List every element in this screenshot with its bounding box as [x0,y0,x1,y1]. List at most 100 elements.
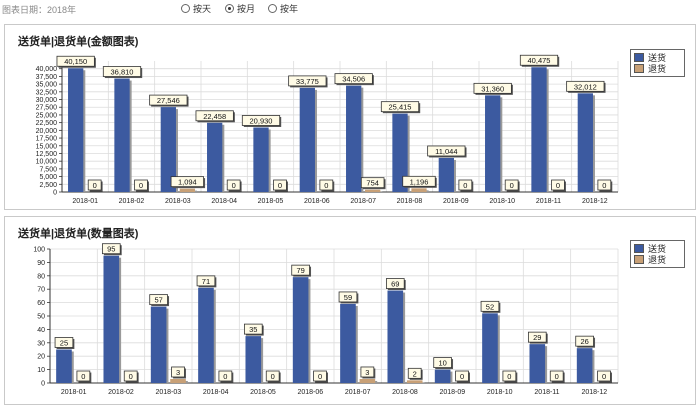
value-label-box [407,367,422,379]
x-tick-label: 2018-05 [250,389,276,396]
value-label-box [551,179,565,191]
value-label-box [87,179,102,191]
radio-dot[interactable] [225,4,234,13]
value-label: 0 [139,181,143,190]
value-label-box [123,370,138,382]
value-label-box [134,179,148,191]
value-label: 33,775 [296,77,319,86]
amount-chart: 02,5005,0007,50010,00012,50015,00017,500… [36,54,619,205]
value-label: 25 [60,339,68,348]
value-label: 0 [324,181,328,190]
y-tick-label: 0 [41,381,45,388]
y-tick-label: 40,000 [36,66,58,73]
value-label-box [433,357,452,369]
value-label-box [149,94,188,106]
x-tick-label: 2018-03 [155,389,181,396]
value-label: 0 [460,372,464,381]
value-label-box [149,294,168,306]
value-label: 0 [278,181,282,190]
value-label-box [170,176,204,188]
bar-send [207,122,223,192]
chart-title: 送货单|退货单(数量图表) [18,228,139,240]
value-label: 57 [154,296,162,305]
value-label: 35 [249,325,257,334]
value-label-box [566,80,605,92]
y-tick-label: 40 [37,327,45,334]
y-tick-label: 30 [37,340,45,347]
value-label: 40,475 [528,56,551,65]
radio-label: 按天 [193,4,212,14]
value-label: 34,506 [342,75,365,84]
x-tick-label: 2018-11 [534,389,559,396]
value-label-box [502,370,517,382]
x-tick-label: 2018-09 [439,389,465,396]
radio-dot[interactable] [268,4,277,13]
legend-label: 退货 [648,255,667,265]
filter-bar: 图表日期：2018年 按天 按月 按年 [0,0,700,18]
bar-send [340,303,356,383]
value-label: 0 [602,181,606,190]
value-label: 79 [296,266,304,275]
y-tick-label: 20 [37,354,45,361]
radio-by-year[interactable]: 按年 [268,2,298,15]
x-tick-label: 2018-10 [489,198,515,205]
value-label-box [54,337,74,348]
chart-date-label: 图表日期：2018年 [2,5,77,15]
value-label: 0 [223,372,227,381]
value-label: 1,196 [410,177,429,186]
bar-send [103,255,120,383]
value-label-box [196,275,216,287]
bar-send [68,68,84,192]
legend-item-return: 退货 [634,254,681,265]
x-tick-label: 2018-01 [72,198,98,205]
x-tick-label: 2018-05 [258,198,284,205]
x-tick-label: 2018-04 [211,198,237,205]
value-label: 22,458 [203,112,226,121]
value-label-box [171,366,185,378]
value-label: 25,415 [389,103,412,112]
value-label: 69 [391,280,399,289]
value-label-box [273,179,287,191]
y-tick-label: 10,000 [36,159,58,166]
bar-send [482,313,498,383]
bar-send [392,113,408,192]
value-label: 0 [602,372,606,381]
radio-by-day[interactable]: 按天 [181,2,211,15]
value-label: 71 [202,277,210,286]
chart-title: 送货单|退货单(金额图表) [18,36,139,48]
bar-return [411,188,427,192]
value-label-box [101,243,121,255]
legend-swatch [634,53,644,62]
value-label-box [480,300,500,312]
radio-by-month[interactable]: 按月 [225,2,255,15]
value-label-box [241,115,281,126]
value-label-box [575,335,594,347]
y-tick-label: 20,000 [36,128,58,135]
value-label: 10 [438,359,446,368]
y-tick-label: 10 [37,367,45,374]
legend-label: 退货 [648,64,667,74]
x-tick-label: 2018-03 [165,198,191,205]
value-label-box [458,179,473,191]
value-label: 0 [507,372,511,381]
value-label: 26 [580,337,588,346]
value-label-box [597,179,612,191]
value-label-box [76,370,91,382]
x-tick-label: 2018-07 [345,389,371,396]
value-label-box [313,370,327,382]
x-tick-label: 2018-06 [297,389,323,396]
value-label: 0 [463,181,467,190]
radio-dot[interactable] [181,4,190,13]
value-label-box [519,54,559,66]
legend-label: 送货 [648,244,667,254]
value-label: 31,360 [481,84,504,93]
value-label: 36,810 [111,68,134,77]
y-tick-label: 30,000 [36,97,58,104]
radio-label: 按月 [237,4,256,14]
value-label-box [334,73,373,85]
y-tick-label: 25,000 [36,112,58,119]
legend-label: 送货 [648,53,667,63]
y-tick-label: 5,000 [39,174,57,181]
bar-send [531,67,547,192]
